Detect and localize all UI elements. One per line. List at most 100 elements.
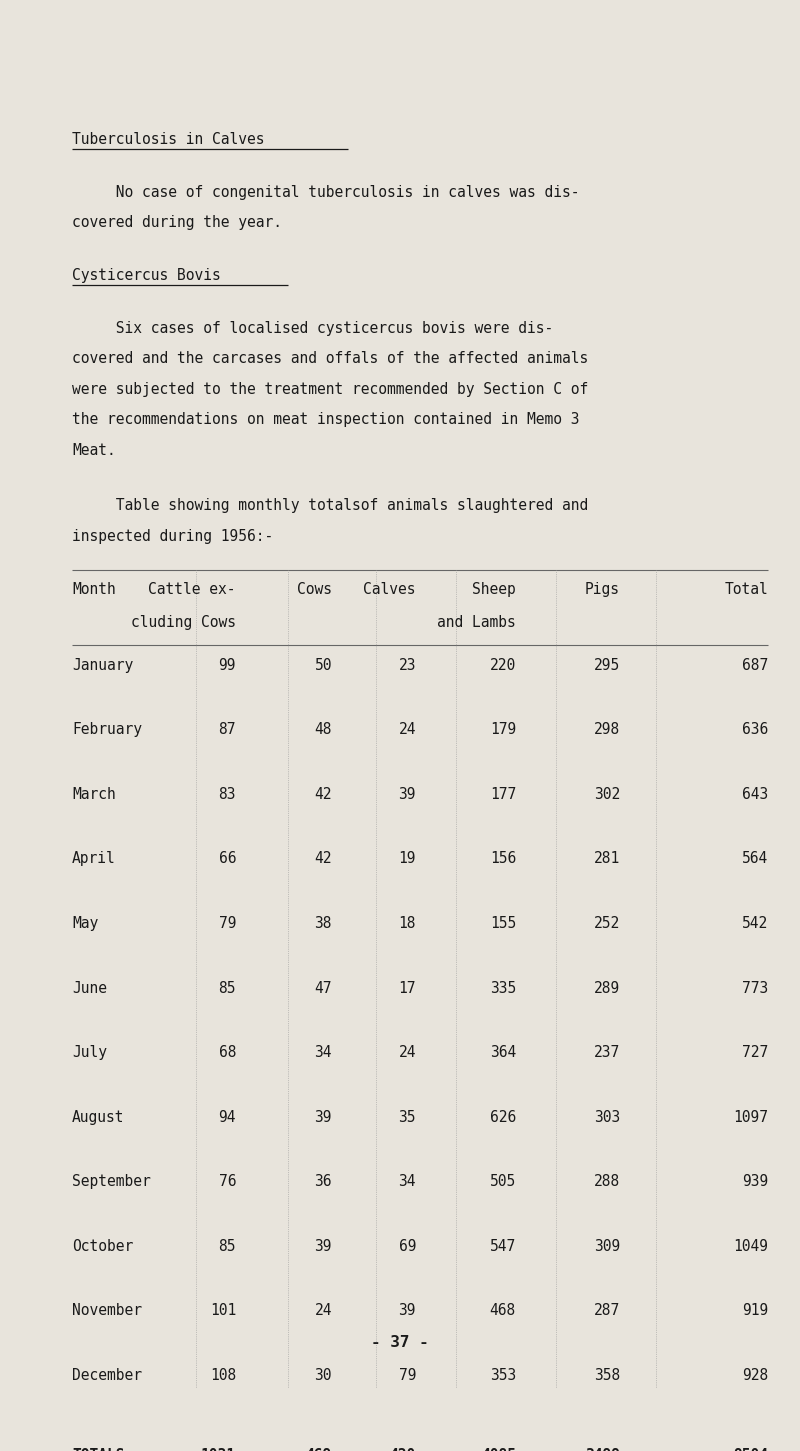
Text: No case of congenital tuberculosis in calves was dis-: No case of congenital tuberculosis in ca… — [72, 184, 579, 200]
Text: March: March — [72, 786, 116, 802]
Text: 309: 309 — [594, 1239, 620, 1254]
Text: 505: 505 — [490, 1174, 516, 1190]
Text: 364: 364 — [490, 1045, 516, 1061]
Text: 626: 626 — [490, 1110, 516, 1125]
Text: 101: 101 — [210, 1303, 236, 1319]
Text: 108: 108 — [210, 1368, 236, 1383]
Text: covered during the year.: covered during the year. — [72, 215, 282, 231]
Text: 42: 42 — [314, 786, 332, 802]
Text: Calves: Calves — [363, 582, 416, 596]
Text: Cattle ex-: Cattle ex- — [149, 582, 236, 596]
Text: 727: 727 — [742, 1045, 768, 1061]
Text: 298: 298 — [594, 723, 620, 737]
Text: 469: 469 — [306, 1448, 332, 1451]
Text: 335: 335 — [490, 981, 516, 995]
Text: 919: 919 — [742, 1303, 768, 1319]
Text: May: May — [72, 916, 98, 932]
Text: 468: 468 — [490, 1303, 516, 1319]
Text: December: December — [72, 1368, 142, 1383]
Text: 288: 288 — [594, 1174, 620, 1190]
Text: Total: Total — [724, 582, 768, 596]
Text: 177: 177 — [490, 786, 516, 802]
Text: 99: 99 — [218, 657, 236, 673]
Text: 50: 50 — [314, 657, 332, 673]
Text: 1097: 1097 — [733, 1110, 768, 1125]
Text: Six cases of localised cysticercus bovis were dis-: Six cases of localised cysticercus bovis… — [72, 321, 554, 335]
Text: 39: 39 — [398, 786, 416, 802]
Text: October: October — [72, 1239, 134, 1254]
Text: covered and the carcases and offals of the affected animals: covered and the carcases and offals of t… — [72, 351, 588, 366]
Text: 42: 42 — [314, 852, 332, 866]
Text: TOTALS:: TOTALS: — [72, 1448, 134, 1451]
Text: 69: 69 — [398, 1239, 416, 1254]
Text: 66: 66 — [218, 852, 236, 866]
Text: 302: 302 — [594, 786, 620, 802]
Text: 773: 773 — [742, 981, 768, 995]
Text: April: April — [72, 852, 116, 866]
Text: 87: 87 — [218, 723, 236, 737]
Text: were subjected to the treatment recommended by Section C of: were subjected to the treatment recommen… — [72, 382, 588, 396]
Text: September: September — [72, 1174, 150, 1190]
Text: 39: 39 — [314, 1239, 332, 1254]
Text: 358: 358 — [594, 1368, 620, 1383]
Text: 35: 35 — [398, 1110, 416, 1125]
Text: 19: 19 — [398, 852, 416, 866]
Text: July: July — [72, 1045, 107, 1061]
Text: November: November — [72, 1303, 142, 1319]
Text: 237: 237 — [594, 1045, 620, 1061]
Text: 39: 39 — [398, 1303, 416, 1319]
Text: 420: 420 — [390, 1448, 416, 1451]
Text: 156: 156 — [490, 852, 516, 866]
Text: and Lambs: and Lambs — [438, 615, 516, 630]
Text: inspected during 1956:-: inspected during 1956:- — [72, 528, 274, 544]
Text: 76: 76 — [218, 1174, 236, 1190]
Text: Pigs: Pigs — [585, 582, 620, 596]
Text: 34: 34 — [314, 1045, 332, 1061]
Text: 18: 18 — [398, 916, 416, 932]
Text: 24: 24 — [398, 723, 416, 737]
Text: the recommendations on meat inspection contained in Memo 3: the recommendations on meat inspection c… — [72, 412, 579, 427]
Text: 48: 48 — [314, 723, 332, 737]
Text: 85: 85 — [218, 1239, 236, 1254]
Text: 353: 353 — [490, 1368, 516, 1383]
Text: 287: 287 — [594, 1303, 620, 1319]
Text: 79: 79 — [218, 916, 236, 932]
Text: 303: 303 — [594, 1110, 620, 1125]
Text: 1049: 1049 — [733, 1239, 768, 1254]
Text: August: August — [72, 1110, 125, 1125]
Text: 79: 79 — [398, 1368, 416, 1383]
Text: 252: 252 — [594, 916, 620, 932]
Text: 220: 220 — [490, 657, 516, 673]
Text: January: January — [72, 657, 134, 673]
Text: Cysticercus Bovis: Cysticercus Bovis — [72, 268, 221, 283]
Text: 289: 289 — [594, 981, 620, 995]
Text: 47: 47 — [314, 981, 332, 995]
Text: - 37 -: - 37 - — [371, 1335, 429, 1351]
Text: 1031: 1031 — [201, 1448, 236, 1451]
Text: cluding Cows: cluding Cows — [131, 615, 236, 630]
Text: 39: 39 — [314, 1110, 332, 1125]
Text: 295: 295 — [594, 657, 620, 673]
Text: 564: 564 — [742, 852, 768, 866]
Text: 928: 928 — [742, 1368, 768, 1383]
Text: 94: 94 — [218, 1110, 236, 1125]
Text: 23: 23 — [398, 657, 416, 673]
Text: June: June — [72, 981, 107, 995]
Text: 643: 643 — [742, 786, 768, 802]
Text: 3499: 3499 — [585, 1448, 620, 1451]
Text: 38: 38 — [314, 916, 332, 932]
Text: 24: 24 — [398, 1045, 416, 1061]
Text: 155: 155 — [490, 916, 516, 932]
Text: 30: 30 — [314, 1368, 332, 1383]
Text: 36: 36 — [314, 1174, 332, 1190]
Text: 9504: 9504 — [733, 1448, 768, 1451]
Text: February: February — [72, 723, 142, 737]
Text: Month: Month — [72, 582, 116, 596]
Text: 636: 636 — [742, 723, 768, 737]
Text: Sheep: Sheep — [472, 582, 516, 596]
Text: 68: 68 — [218, 1045, 236, 1061]
Text: Meat.: Meat. — [72, 443, 116, 457]
Text: 939: 939 — [742, 1174, 768, 1190]
Text: 179: 179 — [490, 723, 516, 737]
Text: 542: 542 — [742, 916, 768, 932]
